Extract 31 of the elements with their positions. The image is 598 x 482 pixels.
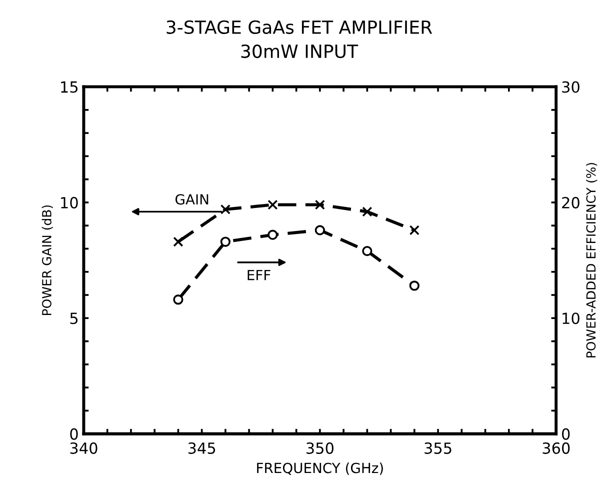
point: [268, 230, 278, 240]
y-tick-label: 15: [61, 81, 78, 93]
x-tick-label: 340: [70, 442, 98, 454]
y-axis-title: POWER GAIN (dB): [42, 205, 53, 315]
y2-tick-label: 0: [562, 428, 570, 440]
y2-tick-label: 30: [562, 81, 580, 93]
y-tick-label: 5: [70, 312, 78, 324]
point: [268, 200, 278, 210]
x-axis-title: FREQUENCY (GHz): [257, 462, 383, 475]
x-tick-label: 355: [424, 442, 452, 454]
x-tick-label: 345: [188, 442, 216, 454]
point: [173, 236, 184, 247]
point: [173, 294, 184, 305]
point: [362, 246, 372, 256]
point: [220, 236, 231, 247]
point: [314, 200, 325, 210]
y2-tick-label: 10: [562, 312, 580, 324]
chart-title: 3-STAGE GaAs FET AMPLIFIER: [166, 20, 432, 34]
x-tick-label: 350: [306, 442, 334, 454]
chart-subtitle: 30mW INPUT: [241, 44, 358, 58]
point: [409, 225, 420, 236]
annotation: EFF: [248, 270, 270, 280]
point: [362, 206, 372, 217]
y2-axis-title: POWER-ADDED EFFICIENCY (%): [586, 162, 598, 358]
point: [314, 225, 325, 236]
y-tick-label: 0: [70, 428, 78, 440]
y-tick-label: 10: [61, 196, 78, 208]
y2-tick-label: 20: [562, 196, 580, 208]
point: [409, 280, 420, 291]
x-tick-label: 360: [542, 442, 570, 454]
annotation: GAIN: [176, 194, 208, 205]
